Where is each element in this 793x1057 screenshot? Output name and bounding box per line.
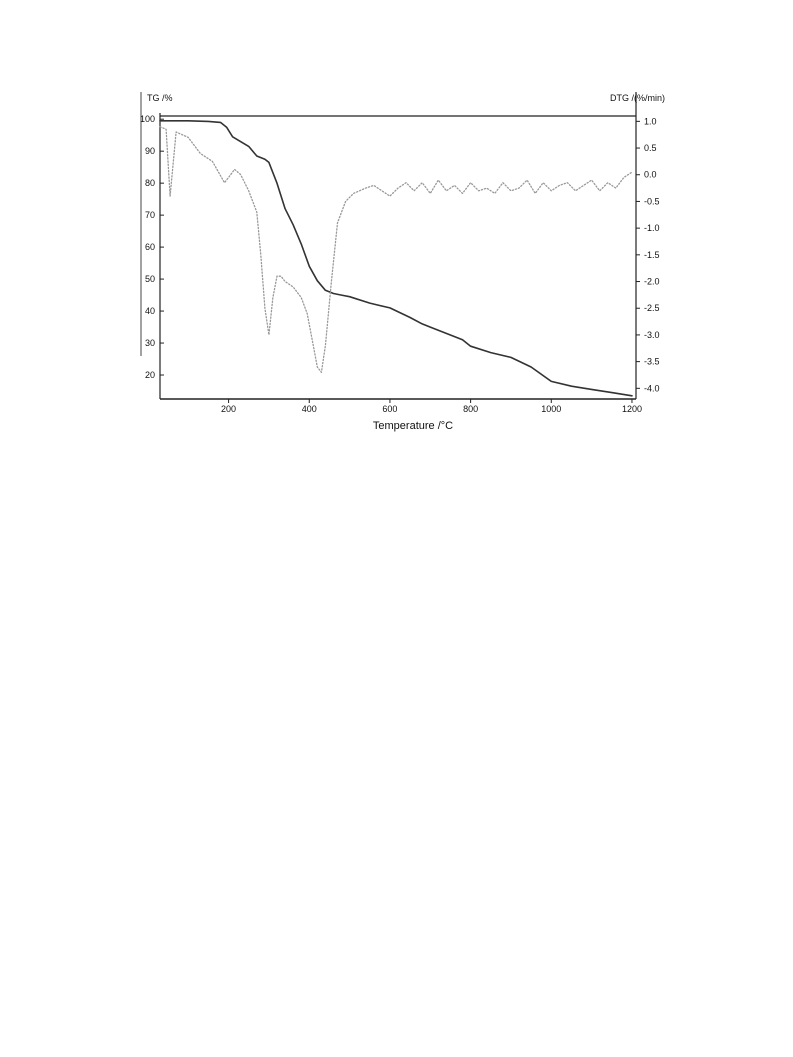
y-left-tick-label: 100 bbox=[140, 114, 155, 124]
tg-series-line bbox=[159, 120, 633, 397]
y-left-tick-label: 40 bbox=[145, 306, 155, 316]
y-left-tick-label: 30 bbox=[145, 338, 155, 348]
y-left-axis-title: TG /% bbox=[147, 93, 173, 103]
x-axis-title: Temperature /°C bbox=[373, 420, 453, 432]
y-right-tick-label: -0.5 bbox=[644, 196, 660, 206]
y-right-tick-label: -1.5 bbox=[644, 250, 660, 260]
x-tick-label: 600 bbox=[382, 404, 397, 414]
x-tick-label: 1200 bbox=[622, 404, 642, 414]
y-right-tick-label: -4.0 bbox=[644, 383, 660, 393]
y-right-axis-title: DTG /(%/min) bbox=[610, 93, 665, 103]
y-right-tick-label: 1.0 bbox=[644, 116, 657, 126]
y-right-tick-label: -2.0 bbox=[644, 277, 660, 287]
x-tick-label: 400 bbox=[302, 404, 317, 414]
y-left-tick-label: 60 bbox=[145, 242, 155, 252]
y-right-tick-label: 0.0 bbox=[644, 170, 657, 180]
y-left-tick-label: 50 bbox=[145, 274, 155, 284]
y-right-tick-label: -2.5 bbox=[644, 303, 660, 313]
y-right-tick-label: -3.0 bbox=[644, 330, 660, 340]
y-left-tick-label: 90 bbox=[145, 146, 155, 156]
plot-frame bbox=[140, 92, 637, 400]
y-right-tick-label: -3.5 bbox=[644, 357, 660, 367]
y-right-tick-label: 0.5 bbox=[644, 143, 657, 153]
y-left-tick-label: 80 bbox=[145, 178, 155, 188]
y-left-tick-label: 20 bbox=[145, 370, 155, 380]
ticks-layer: 200 400 600 800 1000 1200 100 90 80 70 60 50 40 30 20 1… bbox=[140, 114, 660, 414]
series-layer bbox=[159, 120, 633, 397]
x-tick-label: 800 bbox=[463, 404, 478, 414]
dtg-series-line bbox=[159, 126, 633, 373]
y-right-tick-label: -1.0 bbox=[644, 223, 660, 233]
y-left-tick-label: 70 bbox=[145, 210, 155, 220]
x-tick-label: 1000 bbox=[541, 404, 561, 414]
x-tick-label: 200 bbox=[221, 404, 236, 414]
